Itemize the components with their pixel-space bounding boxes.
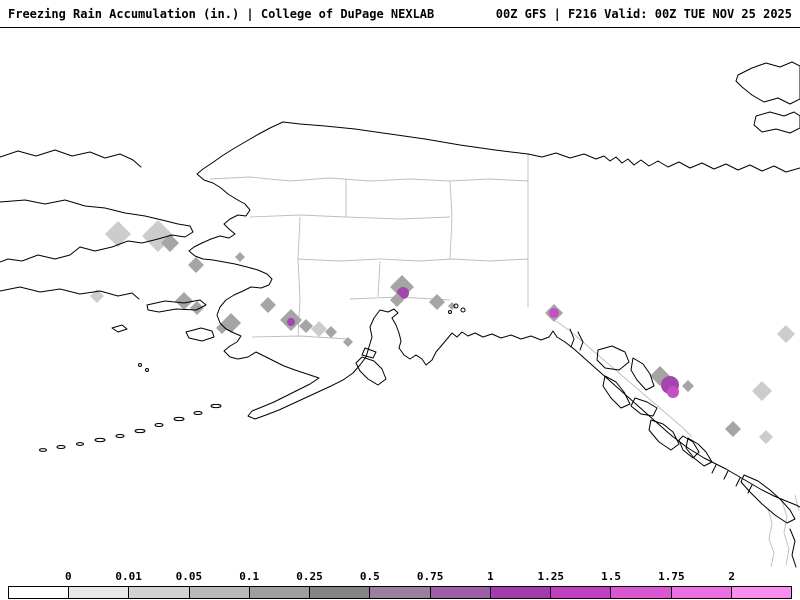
legend-label: 0.5 bbox=[359, 570, 380, 583]
precip-blob bbox=[190, 301, 204, 315]
precip-blob bbox=[759, 430, 773, 444]
legend-color-segment bbox=[730, 587, 792, 598]
precip-blob bbox=[299, 319, 313, 333]
legend-labels: 0 0.01 0.05 0.1 0.25 0.5 0.75 1 1.25 1.5 1.75 2 bbox=[0, 570, 800, 584]
precip-blob bbox=[287, 318, 295, 326]
bc-mainland-detail bbox=[789, 528, 797, 568]
precip-blob bbox=[325, 326, 337, 338]
legend-label: 1 bbox=[487, 570, 494, 583]
prince-william-sound-islands bbox=[448, 303, 466, 314]
precip-blob bbox=[235, 252, 245, 262]
precip-blob bbox=[175, 292, 193, 310]
legend-label: 0.75 bbox=[416, 570, 444, 583]
legend-color-segment bbox=[9, 587, 69, 598]
haida-gwaii bbox=[685, 437, 713, 467]
pribilof-island bbox=[138, 363, 142, 367]
legend-color-segment bbox=[670, 587, 731, 598]
precip-blob bbox=[105, 221, 131, 247]
afognak-island bbox=[361, 347, 377, 359]
legend-label: 0 bbox=[64, 570, 72, 583]
precip-blob bbox=[549, 308, 559, 318]
legend-color-segment bbox=[610, 587, 671, 598]
precip-blob bbox=[390, 293, 404, 307]
precip-blob bbox=[311, 321, 327, 337]
aleutian-islands bbox=[39, 403, 222, 452]
alaska-coastline bbox=[188, 121, 800, 508]
legend-color-segment bbox=[489, 587, 551, 598]
precip-blob bbox=[260, 297, 276, 313]
precip-blob bbox=[188, 257, 204, 273]
precip-blob bbox=[667, 386, 679, 398]
bc-fjords bbox=[711, 464, 753, 494]
precip-blob bbox=[752, 381, 772, 401]
precip-blob bbox=[682, 380, 694, 392]
pribilof-island bbox=[145, 368, 149, 372]
precip-blob bbox=[90, 289, 104, 303]
precip-blob bbox=[221, 313, 241, 333]
canada-arctic-coastline bbox=[527, 152, 800, 173]
st-matthew-island bbox=[111, 324, 128, 333]
precip-blob bbox=[429, 294, 445, 310]
vancouver-island bbox=[740, 474, 796, 524]
political-borders-layer bbox=[209, 154, 800, 568]
russia-north-coastline bbox=[0, 149, 142, 168]
legend-color-segment bbox=[309, 587, 370, 598]
legend-label: 0.25 bbox=[296, 570, 323, 583]
precip-blob bbox=[448, 302, 456, 310]
legend-label: 1.5 bbox=[601, 570, 621, 583]
product-title: Freezing Rain Accumulation (in.) | Colle… bbox=[8, 6, 435, 21]
precip-blob bbox=[161, 234, 179, 252]
legend-color-segment bbox=[68, 587, 129, 598]
legend-label: 0.01 bbox=[115, 570, 142, 583]
legend-color-segment bbox=[369, 587, 430, 598]
legend-label: 1.75 bbox=[658, 570, 685, 583]
banks-island bbox=[735, 61, 800, 105]
legend-label: 1.25 bbox=[537, 570, 565, 583]
precip-blobs-layer bbox=[90, 220, 795, 444]
victoria-island bbox=[753, 111, 800, 134]
precip-blob bbox=[777, 325, 795, 343]
alexander-archipelago bbox=[569, 328, 700, 459]
precip-blob bbox=[343, 337, 353, 347]
legend-label: 0.1 bbox=[239, 570, 260, 583]
nunivak-island bbox=[185, 327, 215, 342]
legend-label: 0.05 bbox=[175, 570, 203, 583]
precip-blob bbox=[725, 421, 741, 437]
legend-label: 2 bbox=[728, 570, 735, 583]
chukotka-peninsula bbox=[0, 199, 194, 263]
legend-color-segment bbox=[188, 587, 249, 598]
russia-south-coastline bbox=[0, 286, 140, 300]
st-lawrence-island bbox=[146, 299, 207, 313]
legend-colorbar bbox=[8, 586, 792, 599]
legend-color-segment bbox=[128, 587, 189, 598]
legend-color-segment bbox=[550, 587, 611, 598]
coastlines-layer bbox=[0, 61, 800, 568]
title-bar: Freezing Rain Accumulation (in.) | Colle… bbox=[0, 0, 800, 28]
map-svg bbox=[0, 29, 800, 569]
legend-color-segment bbox=[248, 587, 310, 598]
model-valid-time: 00Z GFS | F216 Valid: 00Z TUE NOV 25 202… bbox=[495, 6, 792, 21]
kodiak-island bbox=[355, 356, 387, 386]
legend-color-segment bbox=[429, 587, 490, 598]
